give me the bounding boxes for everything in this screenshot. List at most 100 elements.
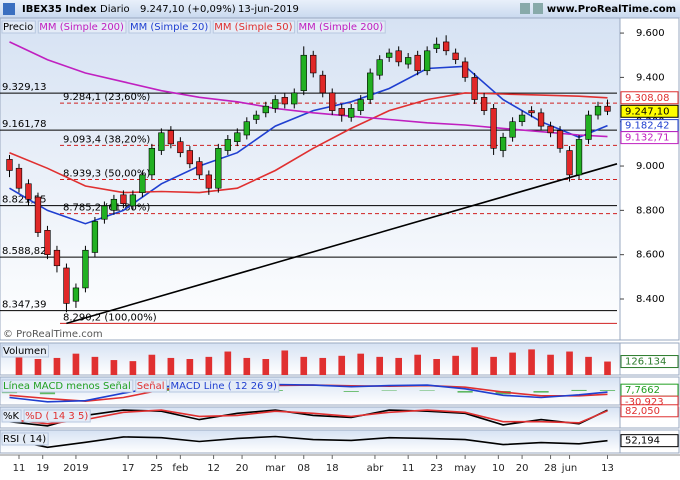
volume-bar [281, 350, 289, 375]
x-tick-label: 12 [207, 463, 220, 474]
x-tick-label: 25 [150, 463, 163, 474]
candle-body [405, 57, 412, 65]
candle-body [575, 139, 583, 176]
histogram-bar [419, 390, 435, 391]
value-label: 9.182,42 [625, 121, 670, 132]
histogram-bar [381, 390, 397, 391]
y-tick-label: 9.400 [636, 72, 665, 83]
candle-body [442, 41, 450, 52]
candle-body [110, 198, 118, 211]
volume-bar [376, 356, 384, 375]
value-box [620, 91, 679, 105]
value-label: 126.134 [625, 357, 666, 368]
histogram-bar [457, 391, 473, 393]
candle-body [25, 183, 32, 200]
candle-body [499, 136, 507, 151]
volume-bar [148, 354, 156, 375]
candle-body [414, 54, 421, 72]
volume-bar [243, 357, 251, 375]
toolbar-icon[interactable] [533, 3, 543, 14]
y-tick-label: 8.600 [636, 250, 665, 261]
candle-body [281, 97, 288, 105]
volume-bar [528, 349, 535, 375]
moving-average [9, 92, 608, 194]
value-box [620, 131, 679, 145]
x-tick-label: feb [172, 463, 188, 474]
site: www.ProRealTime.com [547, 4, 676, 15]
y-tick-label: 9.600 [636, 28, 665, 39]
indicator-line [9, 435, 608, 449]
value-label: 9.308,08 [625, 93, 670, 104]
legend-box [212, 20, 296, 34]
fib-label: 9.284,1 (23,60%) [63, 92, 150, 103]
candle-body [329, 92, 336, 111]
candle-body [566, 150, 573, 176]
fib-label: 8.939,3 (50,00%) [63, 168, 150, 179]
x-tick-label: 23 [430, 463, 443, 474]
x-tick-label: 18 [326, 463, 339, 474]
x-tick-label: 20 [516, 463, 529, 474]
toolbar-icon[interactable] [520, 3, 530, 14]
x-tick-label: mar [265, 463, 286, 474]
candle-body [310, 54, 317, 74]
moving-average [9, 41, 608, 138]
fib-label: 9.093,4 (38,20%) [63, 134, 150, 145]
candle-body [120, 194, 127, 205]
symbol: IBEX35 Index [22, 4, 97, 15]
legend-label: MM (Simple 200) [299, 22, 384, 33]
panel-title: Volumen [3, 346, 47, 357]
volume-bar [547, 354, 554, 375]
legend-label: Señal [137, 381, 165, 392]
histogram-bar [571, 389, 587, 391]
indicator-line [9, 409, 608, 425]
x-tick-label: 13 [601, 463, 614, 474]
candle-body [528, 110, 535, 114]
volume-bar [414, 354, 421, 375]
histogram-bar [39, 391, 56, 395]
value-label: 9.132,71 [625, 133, 670, 144]
x-tick-label: 10 [492, 463, 505, 474]
volume-bar [129, 361, 137, 375]
x-tick-label: 11 [402, 463, 415, 474]
legend-label: MM (Simple 200) [39, 22, 124, 33]
candle-body [604, 105, 611, 112]
candle-body [205, 174, 212, 189]
legend-label: %D ( 14 3 5) [25, 411, 88, 422]
x-tick-label: 11 [13, 463, 26, 474]
value-box [620, 404, 679, 418]
legend-label: MM (Simple 50) [214, 22, 292, 33]
candle-body [594, 105, 602, 116]
candle-body [471, 77, 478, 100]
candle-body [177, 141, 184, 154]
candle-body [395, 50, 402, 63]
volume-bar [262, 359, 270, 375]
date: 13-jun-2019 [238, 4, 299, 15]
candle-body [15, 167, 23, 189]
candle-body [556, 130, 564, 149]
volume-bar [186, 359, 194, 375]
watermark: © ProRealTime.com [3, 329, 103, 340]
value-box [620, 104, 679, 118]
level-label: 9.161,78 [2, 119, 47, 130]
volume-bar [433, 359, 440, 375]
indicator-line [9, 409, 608, 427]
candle-body [167, 130, 175, 145]
histogram-bar [343, 391, 359, 392]
volume-bar [471, 347, 478, 375]
legend-box [23, 409, 91, 423]
candle-body [44, 230, 51, 255]
candle-body [34, 196, 42, 233]
candle-body [490, 108, 497, 149]
volume-bar [566, 351, 573, 375]
candle-body [158, 132, 165, 151]
legend-box [297, 20, 386, 34]
candle-body [386, 52, 393, 58]
candle-body [63, 267, 70, 304]
legend-label: %K [3, 411, 20, 422]
candle-body [186, 150, 193, 165]
candle-body [129, 194, 137, 207]
volume-bar [490, 356, 497, 375]
volume-bar [72, 353, 80, 375]
